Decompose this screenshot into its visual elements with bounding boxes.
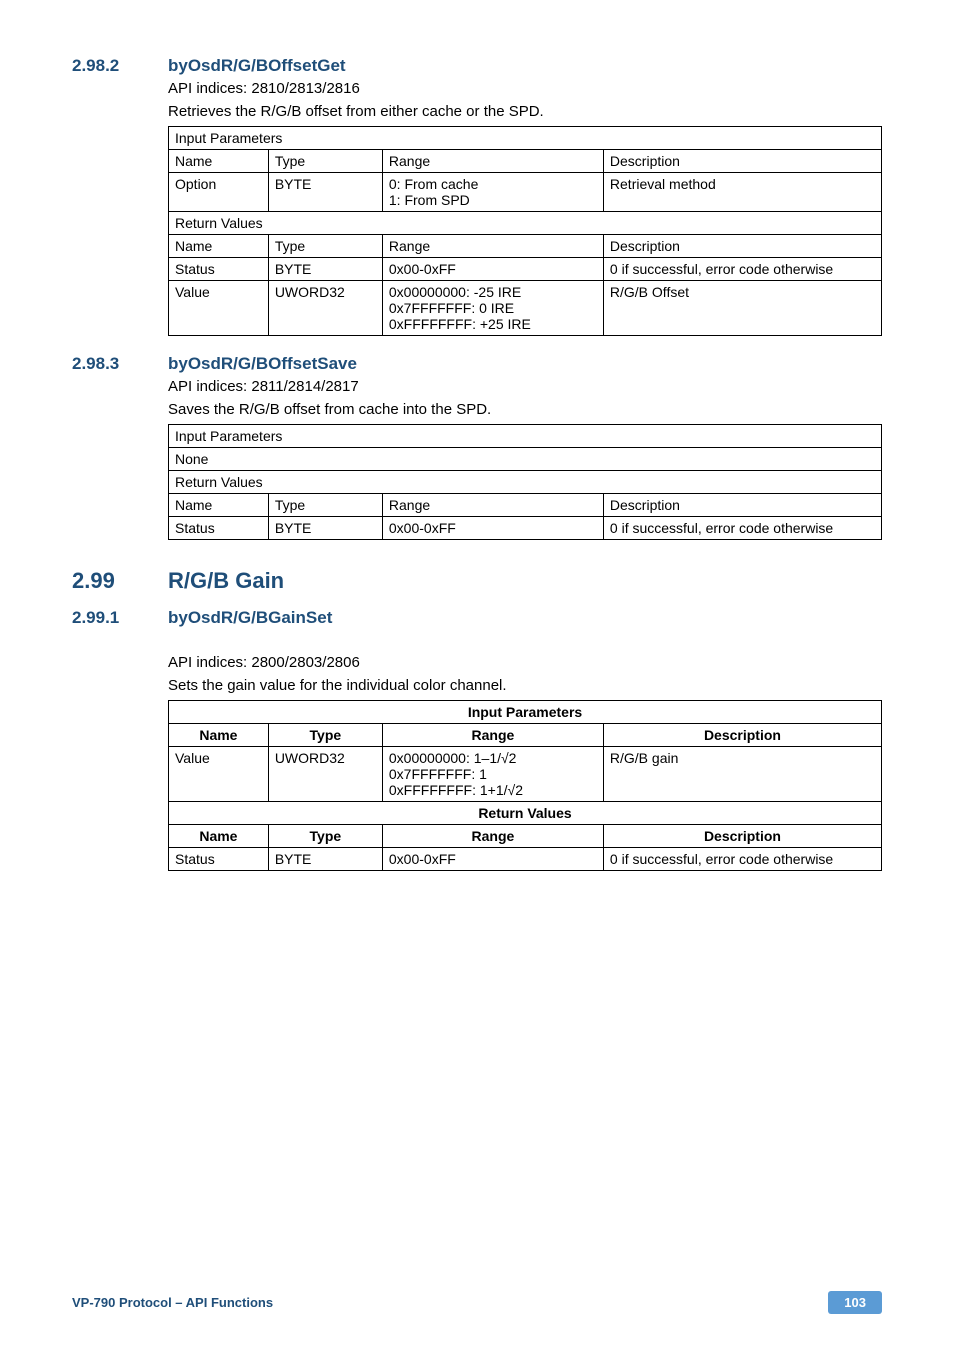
table-row: Status BYTE 0x00-0xFF 0 if successful, e…	[169, 258, 882, 281]
cell-desc: R/G/B gain	[603, 747, 881, 802]
col-header-description: Description	[603, 235, 881, 258]
table-row: Value UWORD32 0x00000000: -25 IRE 0x7FFF…	[169, 281, 882, 336]
cell-type: BYTE	[268, 517, 382, 540]
section-description: Sets the gain value for the individual c…	[168, 677, 882, 694]
table-header-input: Input Parameters	[169, 701, 882, 724]
col-header-name: Name	[169, 235, 269, 258]
cell-type: UWORD32	[268, 281, 382, 336]
section-number: 2.98.2	[72, 56, 168, 76]
parameters-table: Input Parameters Name Type Range Descrip…	[168, 126, 882, 336]
heading-2-99-1: 2.99.1 byOsdR/G/BGainSet	[72, 608, 882, 628]
cell-range: 0x00000000: 1–1/√2 0x7FFFFFFF: 1 0xFFFFF…	[382, 747, 603, 802]
cell-desc: 0 if successful, error code otherwise	[603, 258, 881, 281]
section-title: byOsdR/G/BOffsetGet	[168, 56, 346, 76]
cell-desc: 0 if successful, error code otherwise	[603, 848, 881, 871]
table-row: Status BYTE 0x00-0xFF 0 if successful, e…	[169, 848, 882, 871]
cell-name: Value	[169, 281, 269, 336]
section-number: 2.99	[72, 568, 168, 594]
section-description: Saves the R/G/B offset from cache into t…	[168, 401, 882, 418]
table-header-return: Return Values	[169, 471, 882, 494]
heading-2-99: 2.99 R/G/B Gain	[72, 568, 882, 594]
heading-2-98-3: 2.98.3 byOsdR/G/BOffsetSave	[72, 354, 882, 374]
cell-name: Option	[169, 173, 269, 212]
section-body: API indices: 2800/2803/2806 Sets the gai…	[168, 632, 882, 871]
table-header-return: Return Values	[169, 212, 882, 235]
section-body: API indices: 2810/2813/2816 Retrieves th…	[168, 80, 882, 336]
cell-range: 0x00-0xFF	[382, 258, 603, 281]
cell-type: BYTE	[268, 173, 382, 212]
cell-range: 0x00000000: -25 IRE 0x7FFFFFFF: 0 IRE 0x…	[382, 281, 603, 336]
cell-type: BYTE	[268, 258, 382, 281]
cell-desc: R/G/B Offset	[603, 281, 881, 336]
col-header-range: Range	[382, 724, 603, 747]
cell-name: Status	[169, 517, 269, 540]
col-header-description: Description	[603, 494, 881, 517]
page-footer: VP-790 Protocol – API Functions 103	[72, 1291, 882, 1314]
col-header-type: Type	[268, 150, 382, 173]
table-header-input: Input Parameters	[169, 127, 882, 150]
col-header-name: Name	[169, 494, 269, 517]
api-indices: API indices: 2800/2803/2806	[168, 654, 882, 671]
cell-name: Value	[169, 747, 269, 802]
col-header-type: Type	[268, 235, 382, 258]
page-number-badge: 103	[828, 1291, 882, 1314]
col-header-description: Description	[603, 150, 881, 173]
table-header-return: Return Values	[169, 802, 882, 825]
heading-2-98-2: 2.98.2 byOsdR/G/BOffsetGet	[72, 56, 882, 76]
api-indices: API indices: 2810/2813/2816	[168, 80, 882, 97]
col-header-description: Description	[603, 825, 881, 848]
section-title: R/G/B Gain	[168, 568, 284, 594]
cell-desc: Retrieval method	[603, 173, 881, 212]
api-indices: API indices: 2811/2814/2817	[168, 378, 882, 395]
col-header-name: Name	[169, 150, 269, 173]
section-title: byOsdR/G/BGainSet	[168, 608, 332, 628]
section-number: 2.98.3	[72, 354, 168, 374]
section-body: API indices: 2811/2814/2817 Saves the R/…	[168, 378, 882, 540]
col-header-type: Type	[268, 724, 382, 747]
col-header-range: Range	[382, 825, 603, 848]
parameters-table: Input Parameters Name Type Range Descrip…	[168, 700, 882, 871]
cell-name: Status	[169, 848, 269, 871]
cell-range: 0x00-0xFF	[382, 517, 603, 540]
cell-range: 0x00-0xFF	[382, 848, 603, 871]
col-header-range: Range	[382, 150, 603, 173]
section-number: 2.99.1	[72, 608, 168, 628]
cell-type: BYTE	[268, 848, 382, 871]
table-header-input: Input Parameters	[169, 425, 882, 448]
table-row: Status BYTE 0x00-0xFF 0 if successful, e…	[169, 517, 882, 540]
table-row: Value UWORD32 0x00000000: 1–1/√2 0x7FFFF…	[169, 747, 882, 802]
cell-type: UWORD32	[268, 747, 382, 802]
cell-desc: 0 if successful, error code otherwise	[603, 517, 881, 540]
table-row: Option BYTE 0: From cache 1: From SPD Re…	[169, 173, 882, 212]
parameters-table: Input Parameters None Return Values Name…	[168, 424, 882, 540]
cell-name: Status	[169, 258, 269, 281]
page: 2.98.2 byOsdR/G/BOffsetGet API indices: …	[0, 0, 954, 1354]
footer-title: VP-790 Protocol – API Functions	[72, 1295, 273, 1310]
table-none-row: None	[169, 448, 882, 471]
col-header-range: Range	[382, 494, 603, 517]
section-description: Retrieves the R/G/B offset from either c…	[168, 103, 882, 120]
col-header-type: Type	[268, 494, 382, 517]
cell-range: 0: From cache 1: From SPD	[382, 173, 603, 212]
col-header-range: Range	[382, 235, 603, 258]
col-header-description: Description	[603, 724, 881, 747]
col-header-name: Name	[169, 825, 269, 848]
col-header-name: Name	[169, 724, 269, 747]
col-header-type: Type	[268, 825, 382, 848]
section-title: byOsdR/G/BOffsetSave	[168, 354, 357, 374]
